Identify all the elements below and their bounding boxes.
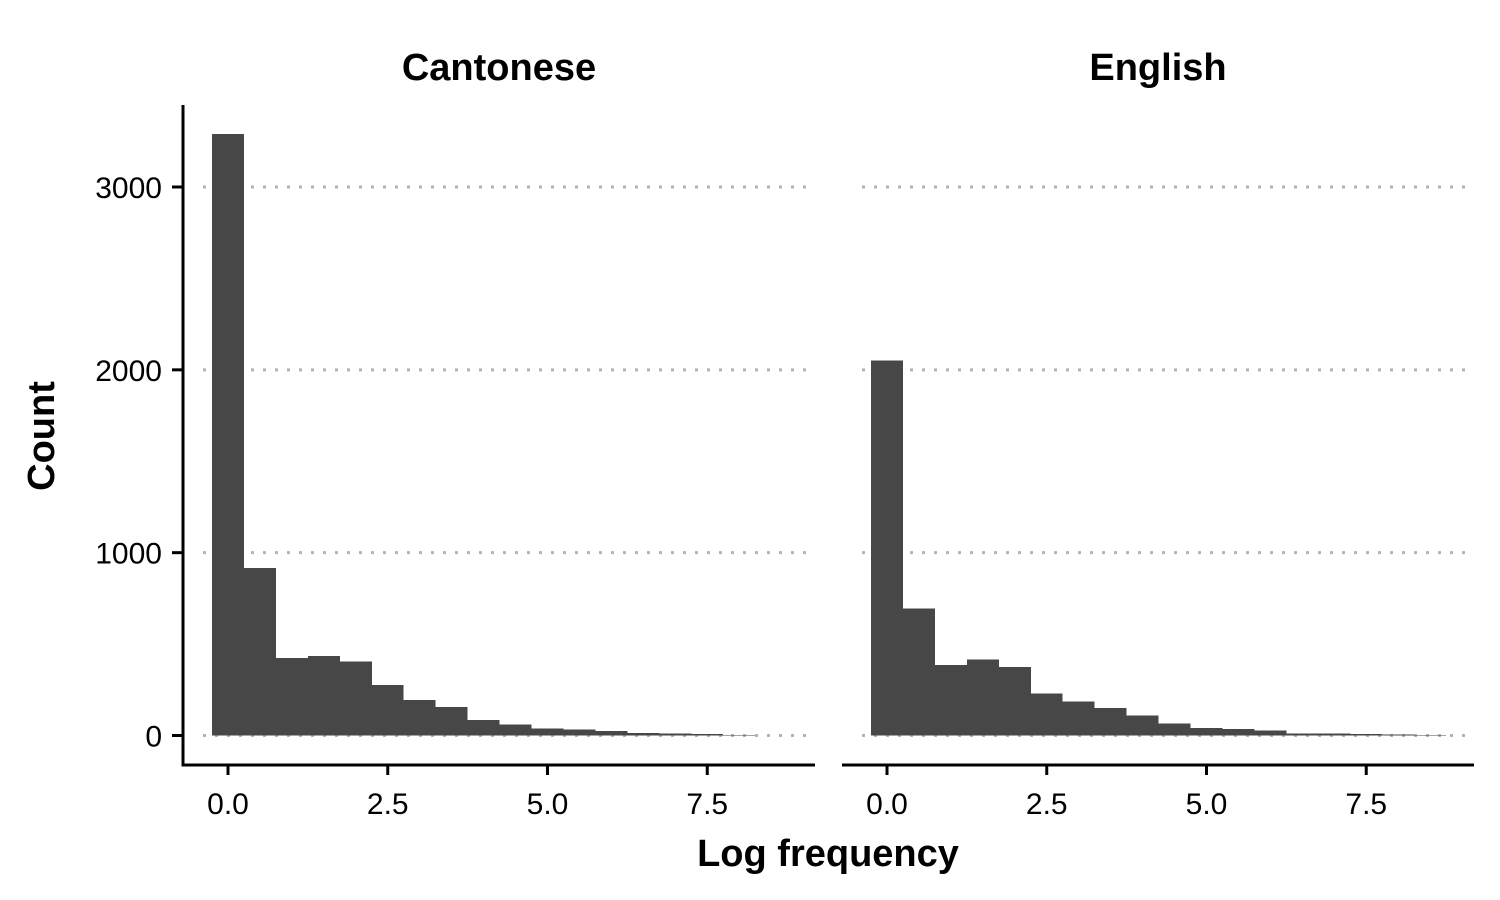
x-tick-label-cantonese-3: 7.5: [686, 788, 728, 821]
x-axis-title: Log frequency: [697, 833, 959, 875]
bar-cantonese-6: [403, 699, 436, 736]
y-axis-title: Count: [21, 381, 63, 491]
bar-english-4: [998, 666, 1031, 736]
bar-cantonese-1: [243, 568, 276, 736]
bar-english-14: [1318, 733, 1351, 736]
bar-english-7: [1094, 708, 1127, 736]
y-tick-label-0: 0: [145, 721, 162, 754]
bar-cantonese-8: [467, 719, 500, 736]
bar-english-3: [966, 659, 999, 736]
bar-english-16: [1382, 734, 1415, 736]
x-tick-label-cantonese-0: 0.0: [207, 788, 249, 821]
bar-english-12: [1254, 730, 1287, 736]
y-tick-label-3: 3000: [95, 172, 162, 205]
bar-cantonese-14: [659, 733, 692, 736]
bar-english-2: [934, 665, 967, 736]
x-tick-label-cantonese-1: 2.5: [367, 788, 409, 821]
y-tick-label-1: 1000: [95, 538, 162, 571]
bar-cantonese-5: [371, 685, 404, 736]
bar-english-9: [1158, 723, 1191, 736]
y-tick-label-2: 2000: [95, 355, 162, 388]
bar-cantonese-16: [723, 734, 756, 736]
bar-cantonese-15: [691, 734, 724, 736]
bar-cantonese-10: [531, 728, 564, 736]
bar-english-10: [1190, 728, 1223, 736]
bar-english-0: [871, 360, 903, 736]
x-tick-label-english-2: 5.0: [1186, 788, 1228, 821]
bar-english-6: [1062, 701, 1095, 736]
x-tick-label-cantonese-2: 5.0: [527, 788, 569, 821]
bar-cantonese-0: [212, 133, 244, 736]
x-tick-label-english-1: 2.5: [1026, 788, 1068, 821]
x-tick-label-english-0: 0.0: [866, 788, 908, 821]
facet-title-english: English: [1089, 47, 1226, 89]
bar-cantonese-4: [339, 661, 372, 736]
bar-cantonese-11: [563, 729, 596, 736]
bar-cantonese-3: [307, 655, 340, 736]
bar-cantonese-9: [499, 724, 532, 736]
bar-cantonese-2: [275, 657, 308, 736]
bar-cantonese-12: [595, 730, 628, 736]
grid-layer: [203, 185, 1468, 737]
facet-title-cantonese: Cantonese: [402, 47, 596, 89]
bar-english-11: [1222, 729, 1255, 736]
bar-english-17: [1414, 734, 1447, 736]
bar-cantonese-13: [627, 732, 660, 736]
bar-english-13: [1286, 733, 1319, 736]
bar-english-15: [1350, 734, 1383, 736]
bar-cantonese-7: [435, 707, 468, 736]
bar-english-8: [1126, 715, 1159, 736]
bar-english-1: [902, 608, 935, 736]
x-tick-label-english-3: 7.5: [1345, 788, 1387, 821]
axes-layer: Cantonese 0.0 2.5 5.0 7.5 English 0.0 2.5 5.0 7.5…: [95, 47, 1474, 821]
bar-english-5: [1030, 693, 1063, 736]
bars-layer: [212, 133, 1447, 736]
